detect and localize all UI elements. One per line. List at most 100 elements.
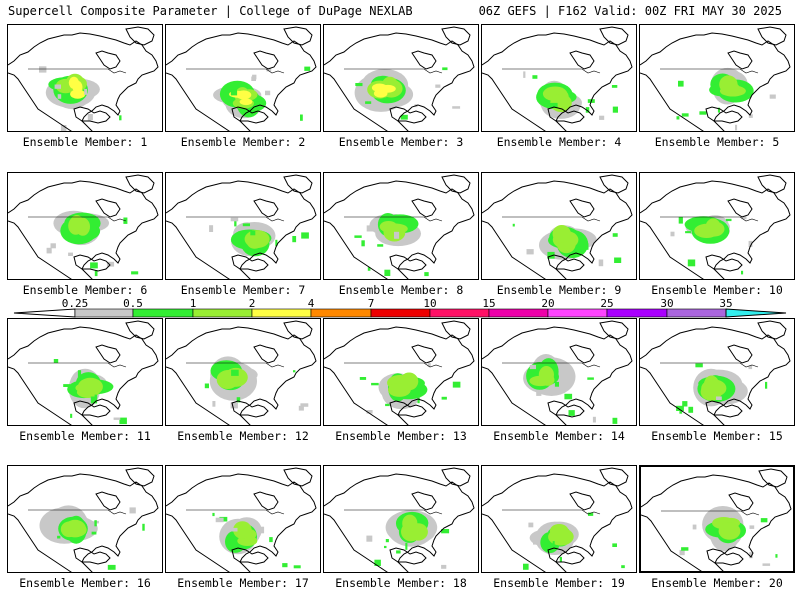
ensemble-panel-16[interactable] bbox=[7, 465, 163, 573]
scp-patch bbox=[53, 359, 59, 363]
scp-patch bbox=[523, 71, 526, 78]
map-20 bbox=[641, 468, 792, 571]
coastline bbox=[599, 467, 629, 487]
scp-patch bbox=[300, 403, 309, 407]
coastline bbox=[283, 174, 313, 194]
coastline bbox=[166, 366, 230, 425]
scp-patch bbox=[354, 235, 362, 238]
scp-patch bbox=[396, 550, 401, 554]
ensemble-panel-2[interactable] bbox=[165, 24, 321, 132]
map-15 bbox=[640, 320, 791, 425]
ensemble-panel-1[interactable] bbox=[7, 24, 163, 132]
coastline bbox=[599, 26, 629, 46]
coastline bbox=[705, 106, 743, 124]
scp-patch bbox=[564, 393, 573, 400]
scp-patch bbox=[611, 85, 618, 88]
ensemble-panel-7[interactable] bbox=[165, 172, 321, 280]
ensemble-panel-8[interactable] bbox=[323, 172, 479, 280]
scp-patch bbox=[748, 114, 753, 118]
map-9 bbox=[482, 174, 633, 279]
ensemble-panel-12[interactable] bbox=[165, 318, 321, 426]
ensemble-panel-18[interactable] bbox=[323, 465, 479, 573]
scp-contour-blob bbox=[70, 89, 86, 99]
colorbar-bin bbox=[606, 308, 668, 318]
coastline bbox=[253, 344, 279, 364]
coastline bbox=[253, 50, 279, 70]
ensemble-panel-14[interactable] bbox=[481, 318, 637, 426]
ensemble-panel-19[interactable] bbox=[481, 465, 637, 573]
coastline bbox=[125, 320, 155, 340]
colorbar-tick-label: 7 bbox=[367, 297, 375, 310]
ensemble-panel-13[interactable] bbox=[323, 318, 479, 426]
coastline bbox=[482, 32, 633, 131]
ensemble-panel-6[interactable] bbox=[7, 172, 163, 280]
map-2 bbox=[166, 26, 317, 131]
scp-contour-blob bbox=[68, 216, 84, 235]
scp-patch bbox=[452, 106, 461, 109]
scp-patch bbox=[612, 106, 618, 113]
ensemble-member-label-13: Ensemble Member: 13 bbox=[335, 429, 467, 443]
ensemble-member-label-11: Ensemble Member: 11 bbox=[19, 429, 151, 443]
scp-patch bbox=[760, 518, 768, 523]
ensemble-panel-11[interactable] bbox=[7, 318, 163, 426]
ensemble-panel-15[interactable] bbox=[639, 318, 795, 426]
scp-patch bbox=[765, 381, 768, 389]
us-canada-border bbox=[344, 509, 443, 515]
coastline bbox=[8, 326, 159, 425]
coastline bbox=[324, 513, 388, 572]
ensemble-member-label-19: Ensemble Member: 19 bbox=[493, 576, 625, 590]
ensemble-panel-5[interactable] bbox=[639, 24, 795, 132]
scp-patch bbox=[526, 249, 534, 255]
scp-patch bbox=[293, 565, 301, 569]
scp-patch bbox=[427, 362, 431, 367]
coastline bbox=[640, 180, 791, 279]
coastline bbox=[166, 180, 317, 279]
coastline bbox=[758, 468, 788, 488]
scp-patch bbox=[212, 512, 215, 517]
ensemble-panel-9[interactable] bbox=[481, 172, 637, 280]
colorbar-bin bbox=[547, 308, 608, 318]
ensemble-panel-20[interactable] bbox=[639, 465, 795, 573]
us-canada-border bbox=[186, 216, 285, 222]
ensemble-panel-4[interactable] bbox=[481, 24, 637, 132]
scp-patch bbox=[282, 563, 288, 568]
coastline bbox=[231, 400, 269, 418]
ensemble-member-label-8: Ensemble Member: 8 bbox=[338, 283, 464, 297]
scp-patch bbox=[681, 113, 689, 117]
coastline bbox=[640, 72, 704, 131]
scp-patch bbox=[377, 244, 384, 247]
colorbar-tick-label: 25 bbox=[600, 297, 614, 310]
scp-patch bbox=[547, 251, 555, 259]
coastline bbox=[166, 473, 317, 572]
scp-patch bbox=[400, 114, 408, 120]
map-10 bbox=[640, 174, 791, 279]
scp-patch bbox=[592, 416, 596, 423]
scp-patch bbox=[681, 547, 689, 551]
coastline bbox=[125, 26, 155, 46]
coastline bbox=[705, 254, 743, 272]
ensemble-member-label-12: Ensemble Member: 12 bbox=[177, 429, 309, 443]
map-6 bbox=[8, 174, 159, 279]
scp-patch bbox=[441, 564, 447, 569]
map-7 bbox=[166, 174, 317, 279]
scp-patch bbox=[355, 83, 363, 87]
coastline bbox=[482, 326, 633, 425]
coastline bbox=[641, 514, 702, 571]
scp-contour-blob bbox=[701, 379, 727, 397]
colorbar-tick-label: 0.5 bbox=[123, 297, 143, 310]
us-canada-border bbox=[344, 68, 443, 74]
scp-patch bbox=[741, 270, 744, 275]
ensemble-panel-17[interactable] bbox=[165, 465, 321, 573]
ensemble-panel-10[interactable] bbox=[639, 172, 795, 280]
ensemble-panel-3[interactable] bbox=[323, 24, 479, 132]
scp-patch bbox=[94, 394, 98, 399]
coastline bbox=[482, 72, 546, 131]
coastline bbox=[441, 467, 471, 487]
coastline bbox=[8, 220, 72, 279]
scp-patch bbox=[231, 369, 239, 376]
scp-patch bbox=[670, 231, 675, 237]
scp-patch bbox=[374, 559, 381, 566]
scp-contour-blob bbox=[552, 225, 571, 243]
us-canada-border bbox=[502, 216, 601, 222]
scp-patch bbox=[292, 236, 297, 243]
